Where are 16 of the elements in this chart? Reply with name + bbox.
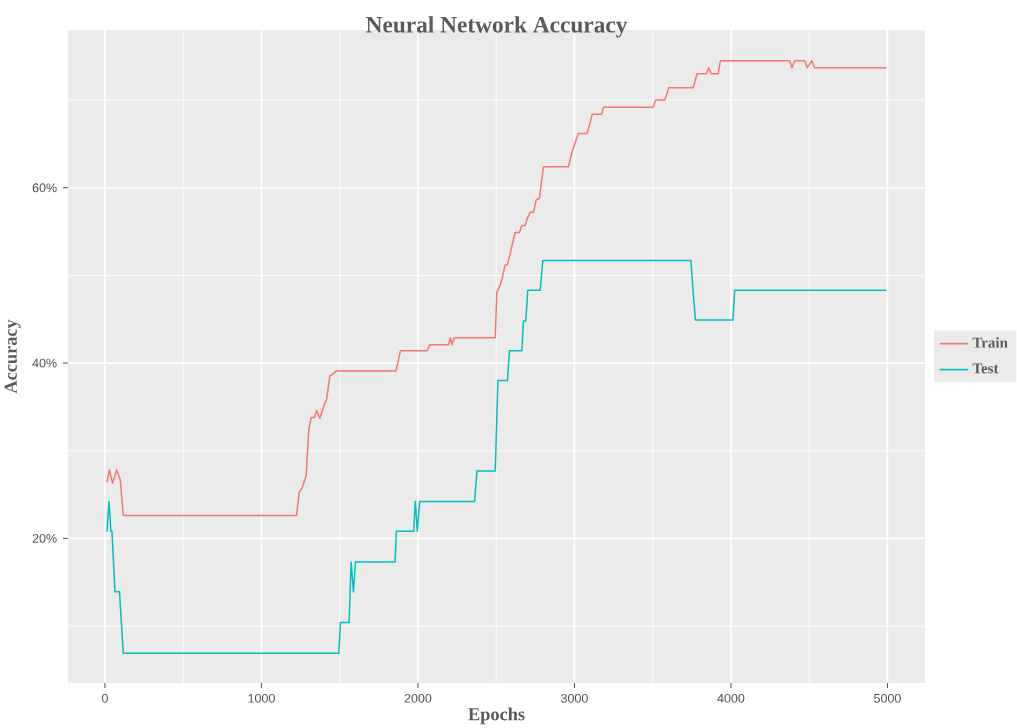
x-tick-label: 1000 — [248, 693, 275, 703]
y-tick-label: 20% — [32, 533, 57, 543]
legend-label: Train — [972, 337, 1008, 348]
y-tick-label: 40% — [32, 358, 57, 368]
y-tick-label: 60% — [32, 183, 57, 193]
x-tick-label: 5000 — [874, 693, 901, 703]
line-series — [106, 259, 887, 654]
chart-title: Neural Network Accuracy — [366, 16, 628, 38]
y-axis-title: Accuracy — [4, 319, 21, 394]
x-tick-label: 4000 — [717, 693, 745, 703]
x-tick-label: 0 — [101, 693, 108, 703]
legend-label: Test — [972, 363, 999, 374]
x-tick-label: 3000 — [561, 693, 588, 703]
x-tick-label: 2000 — [404, 693, 432, 703]
x-axis-title: Epochs — [468, 707, 525, 725]
line-series — [106, 59, 887, 517]
